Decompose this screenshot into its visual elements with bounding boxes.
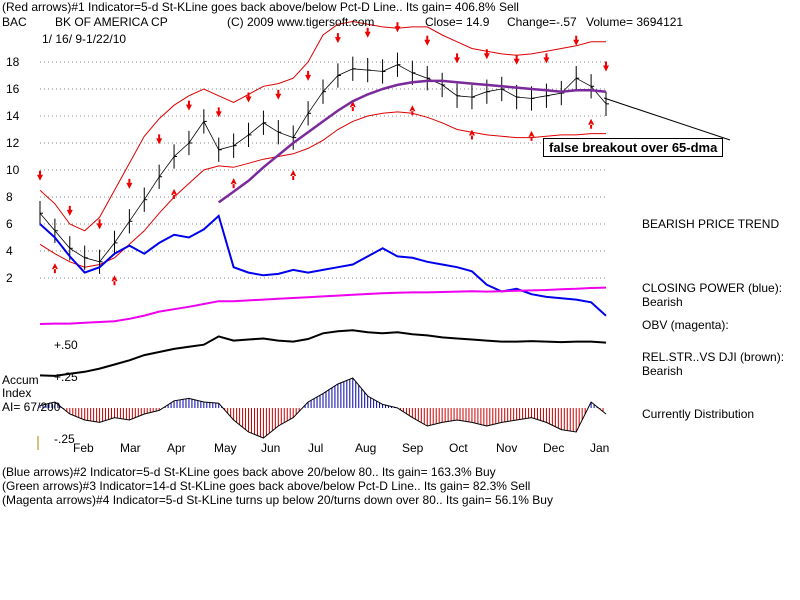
sell-arrow (424, 35, 431, 46)
bollinger-bands (39, 20, 606, 268)
x-tick-label: Jan (590, 441, 609, 455)
ma65-line (217, 79, 607, 204)
moving-average-65 (217, 79, 607, 204)
accum-index-series (39, 377, 607, 439)
y-tick-label: 6 (6, 217, 13, 231)
x-tick-label: Nov (496, 441, 517, 455)
y-tick-label: 14 (6, 109, 20, 123)
buy-arrow (290, 170, 297, 180)
closing-power-label: CLOSING POWER (blue): (642, 281, 783, 295)
y-tick-label: 8 (6, 190, 13, 204)
x-tick-label: Apr (167, 441, 186, 455)
buy-arrow (349, 101, 356, 112)
sell-arrow (305, 70, 312, 81)
copyright: (C) 2009 www.tigersoft.com (227, 15, 375, 29)
x-tick-label: Aug (355, 441, 376, 455)
x-tick-label: Mar (120, 441, 141, 455)
y-tick-label: 12 (6, 136, 20, 150)
closing-power-status: Bearish (642, 295, 683, 309)
volume-value: Volume= 3694121 (586, 15, 684, 29)
change-value: Change=-.57 (507, 15, 577, 29)
x-tick-label: Sep (402, 441, 424, 455)
upper-band (39, 20, 606, 232)
sell-arrow (603, 61, 609, 72)
sell-arrow (394, 22, 401, 33)
close-value: Close= 14.9 (425, 15, 490, 29)
index-label: Index (2, 386, 32, 400)
false-breakout-callout: false breakout over 65-dma (543, 138, 724, 157)
sell-arrow (156, 134, 163, 145)
ai-label: AI= 67/200 (2, 400, 61, 414)
relstr-status: Bearish (642, 364, 683, 378)
relstr-line (39, 329, 607, 377)
closing-power-line (39, 214, 607, 317)
x-tick-label: Jun (261, 441, 280, 455)
y-tick-label: 4 (6, 244, 13, 258)
buy-arrow (588, 118, 595, 129)
sell-arrow (96, 219, 103, 230)
x-tick-label: Feb (73, 441, 94, 455)
ticker: BAC (2, 15, 27, 29)
indicator-1-line: (Red arrows)#1 Indicator=5-d St-KLine go… (2, 0, 519, 14)
y-tick-label: 16 (6, 82, 20, 96)
sell-arrow (215, 107, 222, 118)
company-name: BK OF AMERICA CP (55, 15, 168, 29)
accum-label: Accum (2, 373, 39, 387)
obv-label: OBV (magenta): (642, 318, 729, 332)
relstr-label: REL.STR..VS DJI (brown): (642, 350, 785, 364)
sell-arrow (185, 100, 192, 111)
price-line (39, 64, 607, 263)
sell-arrow (513, 54, 520, 65)
sell-arrow (37, 170, 43, 181)
indicator-3-line: (Green arrows)#3 Indicator=14-d St-KLine… (2, 479, 531, 493)
trend-label: BEARISH PRICE TREND (642, 217, 780, 231)
accum-line (39, 377, 607, 439)
relative-strength-series (39, 329, 607, 377)
date-range: 1/ 16/ 9-1/22/10 (42, 32, 127, 46)
accum-status: Currently Distribution (642, 407, 755, 421)
price-series (37, 22, 609, 286)
indicator-4-line: (Magenta arrows)#4 Indicator=5-d St-KLin… (2, 493, 553, 507)
sell-arrow (483, 49, 490, 60)
sell-arrow (573, 35, 580, 46)
buy-arrow (230, 178, 237, 189)
lower-band (39, 111, 606, 268)
closing-power-series (39, 214, 607, 317)
plus25-label: +.25 (54, 370, 78, 384)
sell-arrow (543, 53, 550, 64)
sell-arrow (275, 89, 282, 100)
sell-arrow (334, 33, 341, 44)
buy-arrow (528, 130, 535, 141)
axis-ticks: 2 4 6 8 10 12 14 16 18 Feb Mar Apr May Jun Jul Aug Sep Oc… (6, 55, 609, 455)
indicator-2-line: (Blue arrows)#2 Indicator=5-d St-KLine g… (2, 465, 496, 479)
plus50-label: +.50 (54, 338, 78, 352)
buy-arrow (409, 105, 416, 116)
buy-arrow (171, 188, 178, 199)
x-tick-label: Jul (308, 441, 323, 455)
y-tick-label: 18 (6, 55, 20, 69)
sell-arrow (364, 27, 371, 38)
x-tick-label: Oct (449, 441, 468, 455)
x-tick-label: Dec (543, 441, 564, 455)
minus25-label: -.25 (54, 432, 75, 446)
sell-arrow (245, 92, 252, 103)
sell-arrow (126, 178, 133, 189)
x-tick-label: May (214, 441, 237, 455)
annotation-pointer (603, 97, 731, 141)
buy-arrow (51, 263, 58, 274)
buy-arrow (468, 129, 475, 140)
obv-series (39, 286, 607, 325)
sell-arrow (66, 205, 73, 216)
sell-arrow (454, 53, 461, 64)
obv-line (39, 286, 607, 325)
y-tick-label: 10 (6, 163, 20, 177)
buy-arrow (111, 275, 118, 286)
y-tick-label: 2 (6, 271, 13, 285)
